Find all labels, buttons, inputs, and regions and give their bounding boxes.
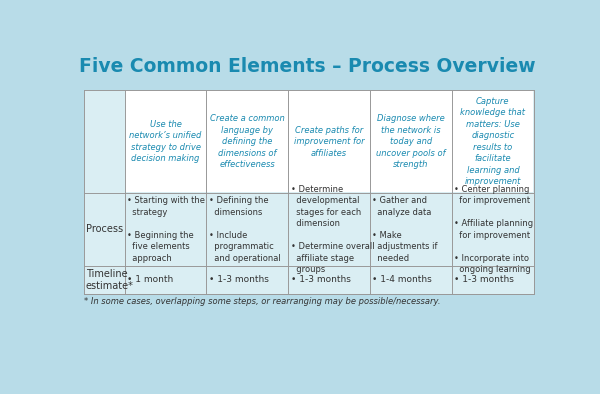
Text: Five Common Elements – Process Overview: Five Common Elements – Process Overview: [79, 56, 536, 76]
Text: Process: Process: [86, 225, 123, 234]
Bar: [125, 91, 206, 192]
Bar: [84, 90, 534, 294]
Text: • Determine
  developmental
  stages for each
  dimension

• Determine overall
 : • Determine developmental stages for eac…: [290, 185, 374, 274]
Text: Use the
network’s unified
strategy to drive
decision making: Use the network’s unified strategy to dr…: [130, 120, 202, 163]
Text: • Defining the
  dimensions

• Include
  programmatic
  and operational: • Defining the dimensions • Include prog…: [209, 196, 281, 262]
Text: • 1-4 months: • 1-4 months: [373, 275, 432, 284]
Text: • 1 month: • 1 month: [127, 275, 173, 284]
Text: Timeline
estimate*: Timeline estimate*: [86, 269, 134, 291]
Text: * In some cases, overlapping some steps, or rearranging may be possible/necessar: * In some cases, overlapping some steps,…: [84, 297, 441, 306]
Text: Create a common
language by
defining the
dimensions of
effectiveness: Create a common language by defining the…: [210, 114, 285, 169]
Text: • 1-3 months: • 1-3 months: [290, 275, 350, 284]
Text: • Center planning
  for improvement

• Affiliate planning
  for improvement

• I: • Center planning for improvement • Affi…: [454, 185, 533, 274]
Text: Diagnose where
the network is
today and
uncover pools of
strength: Diagnose where the network is today and …: [376, 114, 446, 169]
Bar: [207, 91, 288, 192]
Bar: [289, 91, 370, 192]
Text: • 1-3 months: • 1-3 months: [454, 275, 514, 284]
Text: • Gather and
  analyze data

• Make
  adjustments if
  needed: • Gather and analyze data • Make adjustm…: [373, 196, 438, 262]
Bar: [371, 91, 452, 192]
Text: • 1-3 months: • 1-3 months: [209, 275, 269, 284]
Bar: [452, 91, 533, 192]
Text: Capture
knowledge that
matters: Use
diagnostic
results to
facilitate
learning an: Capture knowledge that matters: Use diag…: [460, 97, 526, 186]
Text: Create paths for
improvement for
affiliates: Create paths for improvement for affilia…: [294, 126, 365, 158]
Text: • Starting with the
  strategy

• Beginning the
  five elements
  approach: • Starting with the strategy • Beginning…: [127, 196, 205, 262]
